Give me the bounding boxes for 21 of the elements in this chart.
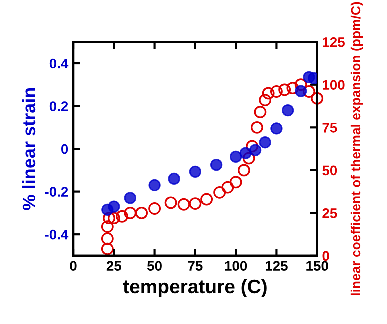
y-tick-label: 0.2 <box>50 102 68 112</box>
y2-tick-label: 75 <box>322 123 338 133</box>
y-tick-label: -0.2 <box>45 187 68 197</box>
x-tick-label: 25 <box>106 261 122 272</box>
y-tick-label: 0.4 <box>50 58 69 69</box>
y-tick-label: 0 <box>61 144 68 154</box>
x-tick-label: 125 <box>266 261 288 272</box>
y-axis-title: % linear strain <box>22 88 36 210</box>
y-tick-label: -0.4 <box>45 230 69 240</box>
y2-tick-label: 50 <box>322 166 338 176</box>
x-tick-label: 50 <box>148 261 162 272</box>
y2-tick-label: 125 <box>323 37 345 48</box>
y2-tick-label: 0 <box>322 251 330 262</box>
x-tick-label: 100 <box>225 261 248 272</box>
x-axis-title: temperature (C) <box>123 279 267 298</box>
x-tick-label: 150 <box>306 261 328 272</box>
y2-axis-title: linear coefficient of thermal expansion (ppm/C) <box>350 2 364 296</box>
y2-tick-label: 100 <box>323 80 345 90</box>
y2-tick-label: 25 <box>322 208 338 218</box>
x-tick-label: 0 <box>70 261 77 272</box>
x-tick-label: 75 <box>188 261 203 272</box>
